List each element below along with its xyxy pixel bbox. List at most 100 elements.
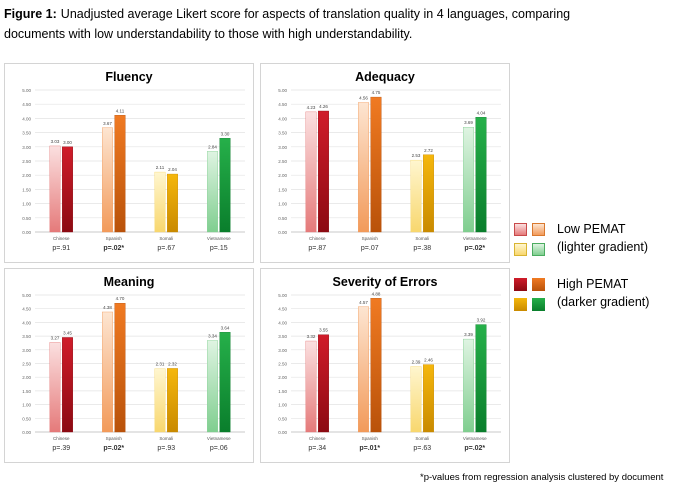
bar-vietnamese-high-pemat xyxy=(475,324,487,433)
x-tick-label: Somali xyxy=(415,436,429,441)
y-tick-label: 5.00 xyxy=(278,293,287,298)
data-label: 3.30 xyxy=(221,131,230,136)
p-value-label: p=.38 xyxy=(413,245,431,252)
p-value-label: p=.02* xyxy=(464,445,485,452)
y-tick-label: 4.50 xyxy=(278,307,287,312)
y-tick-label: 4.00 xyxy=(278,116,287,121)
caption-text-1: Unadjusted average Likert score for aspe… xyxy=(60,7,571,21)
y-tick-label: 4.00 xyxy=(22,116,31,121)
y-tick-label: 1.50 xyxy=(22,389,31,394)
data-label: 3.45 xyxy=(63,330,72,335)
y-tick-label: 5.00 xyxy=(278,88,287,93)
y-tick-label: 2.50 xyxy=(22,362,31,367)
p-value-label: p=.39 xyxy=(52,445,70,452)
bar-vietnamese-low-pemat xyxy=(207,340,218,433)
y-tick-label: 0.00 xyxy=(278,230,287,235)
bar-spanish-high-pemat xyxy=(114,115,126,233)
y-tick-label: 3.50 xyxy=(278,334,287,339)
figure-caption: Figure 1: Unadjusted average Likert score… xyxy=(4,4,684,44)
data-label: 3.03 xyxy=(51,139,60,144)
chart-svg-severity-of-errors: Severity of Errors 0.00 0.50 1.00 1.50 2.00 2.… xyxy=(278,275,501,452)
data-label: 2.31 xyxy=(156,362,165,367)
y-tick-label: 4.00 xyxy=(22,320,31,325)
legend-swatch-low-chinese xyxy=(514,223,527,236)
y-tick-label: 2.50 xyxy=(278,159,287,164)
data-label: 3.00 xyxy=(63,140,72,145)
p-value-label: p=.15 xyxy=(210,245,228,252)
bar-somali-high-pemat xyxy=(167,368,178,433)
legend-swatch-low-vietnamese xyxy=(532,243,545,256)
bar-spanish-low-pemat xyxy=(358,306,369,433)
caption-line-1: Figure 1: Unadjusted average Likert score… xyxy=(4,4,684,24)
data-label: 2.04 xyxy=(168,167,177,172)
chart-svg-adequacy: Adequacy 0.00 0.50 1.00 1.50 2.00 2.50 3.00 3.50… xyxy=(278,70,501,252)
bar-somali-high-pemat xyxy=(423,364,434,433)
bar-chinese-high-pemat xyxy=(62,146,73,233)
y-tick-label: 0.50 xyxy=(22,216,31,221)
legend-swatch-high-vietnamese xyxy=(532,298,545,311)
p-value-label: p=.67 xyxy=(157,245,175,252)
bar-spanish-high-pemat xyxy=(370,298,382,433)
data-label: 2.39 xyxy=(412,360,421,365)
y-tick-label: 1.00 xyxy=(22,202,31,207)
x-tick-label: Somali xyxy=(159,236,173,241)
y-tick-label: 2.50 xyxy=(278,362,287,367)
bar-vietnamese-high-pemat xyxy=(219,138,231,233)
p-value-label: p=.87 xyxy=(308,245,326,252)
bar-vietnamese-low-pemat xyxy=(207,151,218,233)
bar-somali-low-pemat xyxy=(410,366,422,433)
bar-vietnamese-high-pemat xyxy=(219,332,231,433)
bar-somali-high-pemat xyxy=(423,154,434,233)
y-tick-label: 2.00 xyxy=(22,173,31,178)
y-tick-label: 1.00 xyxy=(22,403,31,408)
x-tick-label: Spanish xyxy=(106,236,123,241)
data-label: 4.88 xyxy=(372,291,381,296)
x-tick-label: Spanish xyxy=(106,436,123,441)
bar-spanish-low-pemat xyxy=(102,127,113,233)
bar-spanish-high-pemat xyxy=(114,303,126,433)
y-tick-label: 5.00 xyxy=(22,88,31,93)
y-tick-label: 5.00 xyxy=(22,293,31,298)
bar-chinese-low-pemat xyxy=(305,111,317,233)
p-value-label: p=.91 xyxy=(52,245,70,252)
data-label: 4.26 xyxy=(319,104,328,109)
y-tick-label: 0.50 xyxy=(22,416,31,421)
data-label: 2.84 xyxy=(208,144,217,149)
bar-chinese-high-pemat xyxy=(318,110,329,233)
p-value-label: p=.93 xyxy=(157,445,175,452)
x-tick-label: Somali xyxy=(415,236,429,241)
data-label: 3.92 xyxy=(477,318,486,323)
adequacy-chart: Adequacy 0.00 0.50 1.00 1.50 2.00 2.50 3.00 3.50… xyxy=(260,63,510,263)
legend-swatch-high-spanish xyxy=(532,278,545,291)
bar-somali-low-pemat xyxy=(154,368,166,433)
legend-high-label: High PEMAT xyxy=(557,277,629,291)
y-tick-label: 2.50 xyxy=(22,159,31,164)
x-tick-label: Chinese xyxy=(309,436,326,441)
y-tick-label: 1.50 xyxy=(278,187,287,192)
bar-chinese-high-pemat xyxy=(318,334,329,433)
chart-svg-meaning: Meaning 0.00 0.50 1.00 1.50 2.00 2.50 3.00 3.50 4… xyxy=(22,275,245,452)
data-label: 3.69 xyxy=(464,120,473,125)
data-label: 3.27 xyxy=(51,335,60,340)
p-value-label: p=.01* xyxy=(359,445,380,452)
chart-title: Fluency xyxy=(105,70,152,84)
y-tick-label: 3.00 xyxy=(278,145,287,150)
caption-text-2: documents with low understandability to … xyxy=(4,27,413,41)
data-label: 4.56 xyxy=(359,95,368,100)
p-value-label: p=.02* xyxy=(103,445,124,452)
y-tick-label: 4.50 xyxy=(22,307,31,312)
legend-swatch-low-spanish xyxy=(532,223,545,236)
y-tick-label: 3.50 xyxy=(22,131,31,136)
x-tick-label: Chinese xyxy=(309,236,326,241)
data-label: 3.64 xyxy=(221,325,230,330)
data-label: 2.32 xyxy=(168,361,177,366)
data-label: 4.38 xyxy=(103,305,112,310)
p-value-label: p=.02* xyxy=(464,245,485,252)
y-tick-label: 0.50 xyxy=(278,416,287,421)
y-tick-label: 3.00 xyxy=(22,348,31,353)
x-tick-label: Vietnamese xyxy=(463,236,487,241)
bar-spanish-high-pemat xyxy=(370,96,382,233)
y-tick-label: 0.50 xyxy=(278,216,287,221)
bar-chinese-low-pemat xyxy=(49,145,61,233)
data-label: 2.72 xyxy=(424,148,433,153)
